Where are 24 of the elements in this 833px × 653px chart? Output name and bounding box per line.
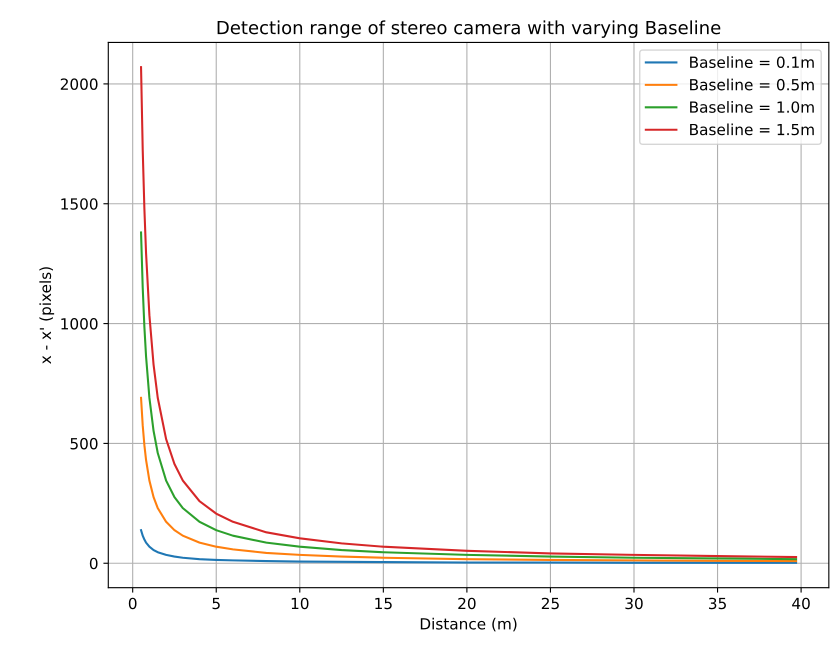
y-tick-label: 1500 — [61, 198, 98, 210]
x-tick-label: 35 — [708, 598, 726, 610]
legend-label: Baseline = 1.5m — [690, 123, 814, 136]
legend-label: Baseline = 1.0m — [690, 101, 814, 113]
y-tick-label: 500 — [70, 438, 98, 450]
y-tick-label: 1000 — [61, 318, 98, 330]
y-tick-label: 2000 — [60, 78, 98, 90]
x-tick-label: 0 — [128, 598, 137, 610]
x-tick-label: 20 — [458, 598, 476, 610]
x-tick-label: 10 — [292, 598, 308, 610]
legend-label: Baseline = 0.5m — [690, 78, 814, 90]
line-series — [140, 231, 798, 560]
chart-title: Detection range of stereo camera with varying Baseline — [218, 20, 720, 38]
x-tick-label: 5 — [212, 598, 220, 610]
x-axis-title: Distance (m) — [420, 618, 516, 632]
y-axis-title: x - x' (pixels) — [39, 267, 54, 364]
x-tick-label: 30 — [625, 598, 643, 610]
x-tick-label: 40 — [792, 598, 810, 610]
y-tick-label: 0 — [90, 558, 98, 570]
line-series — [140, 396, 798, 562]
x-tick-label: 25 — [542, 598, 559, 610]
line-series — [140, 529, 798, 564]
legend-label: Baseline = 0.1m — [690, 56, 814, 68]
x-tick-label: 15 — [375, 598, 392, 610]
